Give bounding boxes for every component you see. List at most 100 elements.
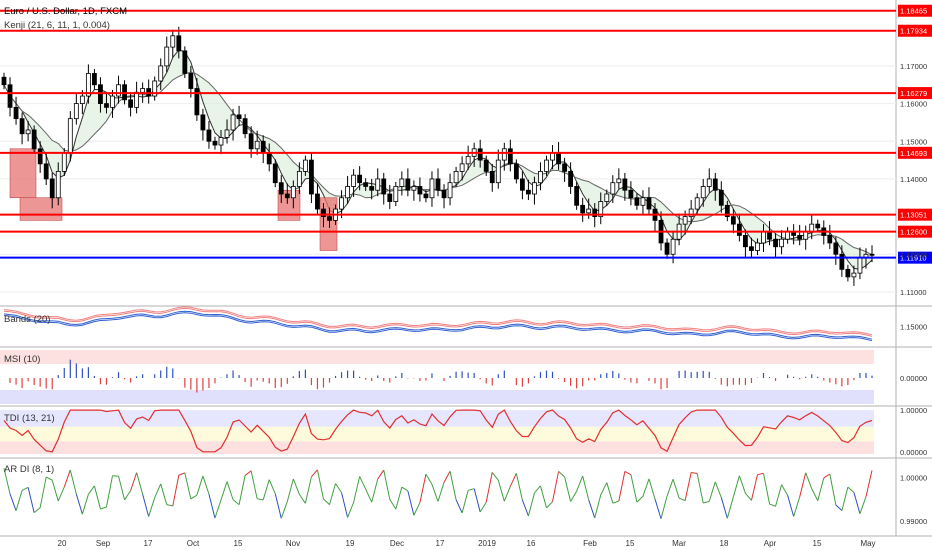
bands-axis-tick-label: 1.15000	[900, 323, 927, 332]
candle-body	[507, 148, 513, 165]
candle-body	[43, 163, 49, 180]
ardi-segment	[353, 476, 361, 503]
candle-body	[568, 171, 574, 187]
tdi-axis-tick-label: 1.00000	[900, 406, 927, 415]
candle	[206, 120, 212, 149]
candle	[381, 172, 387, 205]
ardi-segment	[648, 478, 656, 500]
candle	[110, 90, 115, 118]
ardi-segment	[805, 472, 813, 489]
candle-body	[706, 178, 712, 187]
ardi-segment	[654, 498, 662, 519]
candle-body	[67, 118, 73, 153]
msi-upper-zone	[0, 350, 874, 364]
ardi-segment	[473, 488, 481, 513]
candle-body	[212, 140, 218, 146]
candle-body	[785, 231, 791, 240]
candle	[224, 119, 230, 144]
candle	[13, 96, 19, 125]
level-price-label: 1.18465	[900, 7, 927, 16]
candle-body	[447, 182, 453, 199]
ardi-segment	[208, 494, 216, 519]
candle	[749, 237, 754, 259]
ardi-segment	[148, 497, 156, 517]
ardi-segment	[793, 496, 801, 517]
candle	[706, 168, 712, 193]
candle-body	[586, 208, 592, 214]
ardi-segment	[33, 507, 41, 514]
ardi-segment	[660, 496, 668, 519]
time-axis-tick-label: Dec	[390, 539, 404, 548]
ardi-segment	[666, 478, 674, 497]
candle	[634, 193, 640, 210]
candle-body	[640, 197, 646, 206]
candle-body	[31, 129, 37, 150]
candle-body	[49, 178, 55, 199]
ardi-segment	[763, 473, 771, 505]
ardi-segment	[39, 476, 47, 508]
level-price-label: 1.13051	[900, 211, 927, 220]
ardi-segment	[136, 472, 144, 495]
ardi-segment	[865, 470, 873, 497]
candle	[640, 190, 646, 215]
ardi-segment	[232, 499, 240, 505]
ardi-segment	[262, 479, 270, 500]
ardi-segment	[166, 504, 173, 507]
ardi-segment	[383, 469, 391, 500]
ardi-segment	[178, 472, 186, 476]
ardi-segment	[57, 486, 65, 502]
candle-body	[616, 178, 622, 184]
candle-body	[634, 197, 640, 206]
candle-body	[19, 118, 25, 135]
candle-body	[767, 231, 772, 240]
candle	[465, 145, 471, 170]
ardi-segment	[45, 476, 53, 481]
candle-body	[610, 182, 616, 195]
candle	[429, 171, 435, 207]
candle-body	[1, 76, 7, 86]
candle-body	[309, 159, 314, 195]
ardi-segment	[732, 475, 740, 497]
time-axis-tick-label: Apr	[764, 539, 777, 548]
candle	[568, 162, 574, 195]
candle	[351, 169, 357, 198]
ardi-segment	[304, 476, 312, 504]
candle-body	[453, 171, 459, 184]
candle	[55, 162, 61, 206]
candle-body	[749, 246, 754, 251]
candle	[194, 77, 200, 121]
candle	[31, 125, 37, 154]
candle	[417, 177, 423, 202]
ardi-segment	[425, 473, 433, 485]
candle	[839, 245, 845, 277]
price-axis-tick-label: 1.14000	[900, 175, 927, 184]
candle-body	[7, 84, 13, 108]
tdi-title: TDI (13, 21)	[4, 413, 55, 424]
ardi-segment	[491, 472, 499, 481]
msi-lower-zone	[0, 390, 874, 404]
msi-title: MSI (10)	[4, 354, 40, 365]
candle	[399, 171, 405, 196]
ardi-segment	[21, 486, 29, 491]
candle	[447, 173, 453, 206]
ardi-segment	[672, 478, 680, 499]
time-axis-tick-label: 16	[527, 539, 536, 548]
candle-body	[242, 118, 248, 135]
time-axis-tick-label: Sep	[96, 539, 111, 548]
candle-body	[465, 155, 471, 165]
candle-body	[25, 129, 31, 135]
ardi-segment	[118, 475, 126, 500]
time-axis-tick-label: Oct	[187, 539, 200, 548]
candle	[441, 184, 447, 209]
candle-body	[296, 171, 302, 187]
ardi-segment	[606, 482, 614, 504]
candle	[833, 236, 839, 265]
ardi-segment	[726, 496, 734, 519]
time-axis-tick-label: 17	[144, 539, 153, 548]
ardi-segment	[238, 475, 246, 505]
candle	[688, 200, 694, 225]
candle	[363, 178, 369, 191]
candle-body	[797, 235, 803, 240]
candle-body	[700, 186, 706, 199]
candle-body	[435, 178, 441, 191]
